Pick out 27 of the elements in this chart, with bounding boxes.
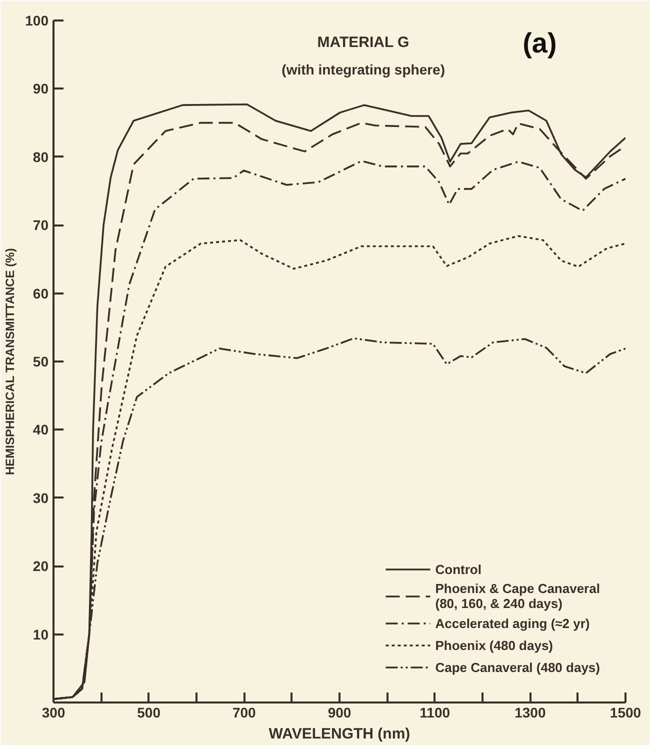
- y-tick-label: 20: [32, 558, 49, 574]
- y-tick-label: 90: [32, 80, 49, 97]
- legend-label: Phoenix & Cape Canaveral (80, 160, & 240 days): [435, 581, 600, 611]
- legend-label: Accelerated aging (≈2 yr): [435, 616, 590, 630]
- text: MATERIAL G: [317, 34, 410, 52]
- x-tick-label: 900: [328, 704, 352, 720]
- legend-label: Cape Canaveral (480 days): [435, 660, 600, 674]
- x-tick-label: 500: [137, 704, 161, 720]
- x-tick-label: 300: [42, 704, 66, 720]
- y-tick-label: 30: [32, 490, 49, 506]
- x-tick-label: 1100: [420, 704, 450, 720]
- legend-label: Phoenix (480 days): [435, 638, 554, 652]
- y-tick-label: 60: [32, 285, 49, 302]
- y-tick-label: 40: [32, 422, 49, 438]
- y-tick-label: 50: [32, 354, 49, 370]
- x-tick-label: 1500: [610, 704, 642, 720]
- x-axis-title: WAVELENGTH (nm): [268, 726, 410, 742]
- y-axis-title: HEMISPHERICAL TRANSMITTANCE (%): [3, 248, 18, 476]
- y-tick-label: 10: [32, 626, 49, 642]
- x-tick-label: 700: [232, 704, 256, 720]
- legend-label: Control: [435, 562, 482, 576]
- y-tick-label: 80: [32, 148, 49, 165]
- x-tick-label: 1300: [514, 704, 546, 720]
- text: (with integrating sphere): [282, 61, 446, 78]
- annotation: (a): [522, 27, 557, 58]
- y-tick-label: 100: [25, 12, 49, 28]
- y-tick-label: 70: [32, 217, 49, 234]
